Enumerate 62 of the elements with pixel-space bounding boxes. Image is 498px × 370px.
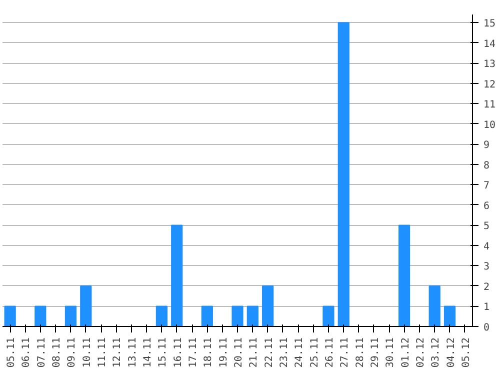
x-tick-label: 24.11 (294, 337, 306, 368)
x-tick-label: 12.11 (112, 337, 124, 368)
y-tick-label: 7 (484, 180, 490, 192)
x-tick-label: 08.11 (52, 337, 63, 368)
x-tick-label: 18.11 (203, 337, 214, 368)
x-tick-label: 28.11 (354, 337, 366, 368)
x-tick-label: 01.12 (400, 337, 412, 368)
x-tick-label: 09.11 (66, 337, 78, 368)
x-tick-label: 04.12 (446, 337, 457, 368)
x-tick-label: 05.11 (6, 337, 18, 368)
y-tick-label: 10 (484, 120, 496, 131)
y-tick-label: 3 (484, 262, 490, 273)
y-tick-label: 4 (484, 241, 490, 252)
x-tick-label: 13.11 (127, 337, 138, 368)
bar (398, 224, 410, 326)
x-tick-label: 15.11 (158, 337, 169, 368)
x-tick-label: 03.12 (430, 337, 442, 368)
x-tick-label: 25.11 (309, 337, 320, 368)
x-tick-label: 29.11 (370, 337, 381, 368)
bar (156, 306, 168, 326)
x-tick-label: 10.11 (82, 337, 93, 368)
x-tick-label: 19.11 (218, 337, 230, 368)
bar (171, 224, 183, 326)
y-tick-label: 9 (484, 140, 490, 152)
x-tick-label: 02.12 (415, 337, 426, 368)
y-tick-label: 2 (484, 282, 490, 293)
bar (246, 306, 258, 326)
bar (444, 306, 456, 326)
x-tick-label: 14.11 (142, 337, 154, 368)
x-tick-label: 21.11 (248, 337, 260, 368)
y-tick-label: 6 (484, 200, 490, 212)
x-tick-label: 05.12 (460, 337, 472, 368)
y-tick-label: 11 (484, 100, 496, 111)
x-tick-label: 26.11 (324, 337, 336, 368)
bar (262, 285, 274, 326)
x-tick-label: 23.11 (278, 337, 290, 368)
bar (34, 306, 46, 326)
y-tick-label: 1 (484, 302, 490, 314)
x-tick-label: 17.11 (188, 337, 200, 368)
y-tick-label: 0 (484, 322, 490, 334)
x-tick-label: 07.11 (36, 337, 48, 368)
y-tick-label: 13 (484, 59, 496, 70)
bar (64, 306, 77, 326)
y-tick-label: 8 (484, 160, 490, 172)
x-tick-label: 30.11 (385, 337, 396, 368)
bar (4, 306, 16, 326)
bar (338, 22, 350, 326)
bar (80, 285, 92, 326)
y-tick-label: 14 (484, 38, 496, 50)
x-tick-label: 11.11 (97, 337, 108, 368)
x-tick-label: 06.11 (21, 337, 32, 368)
bar (201, 306, 213, 326)
bar (232, 306, 244, 326)
y-tick-label: 5 (484, 221, 490, 232)
x-tick-label: 22.11 (264, 337, 275, 368)
y-tick-label: 15 (484, 18, 496, 30)
x-tick-label: 27.11 (340, 337, 351, 368)
y-tick-label: 12 (484, 79, 496, 90)
bar (428, 285, 440, 326)
x-tick-label: 20.11 (234, 337, 244, 368)
bar (322, 306, 334, 326)
x-tick-label: 16.11 (172, 337, 184, 368)
